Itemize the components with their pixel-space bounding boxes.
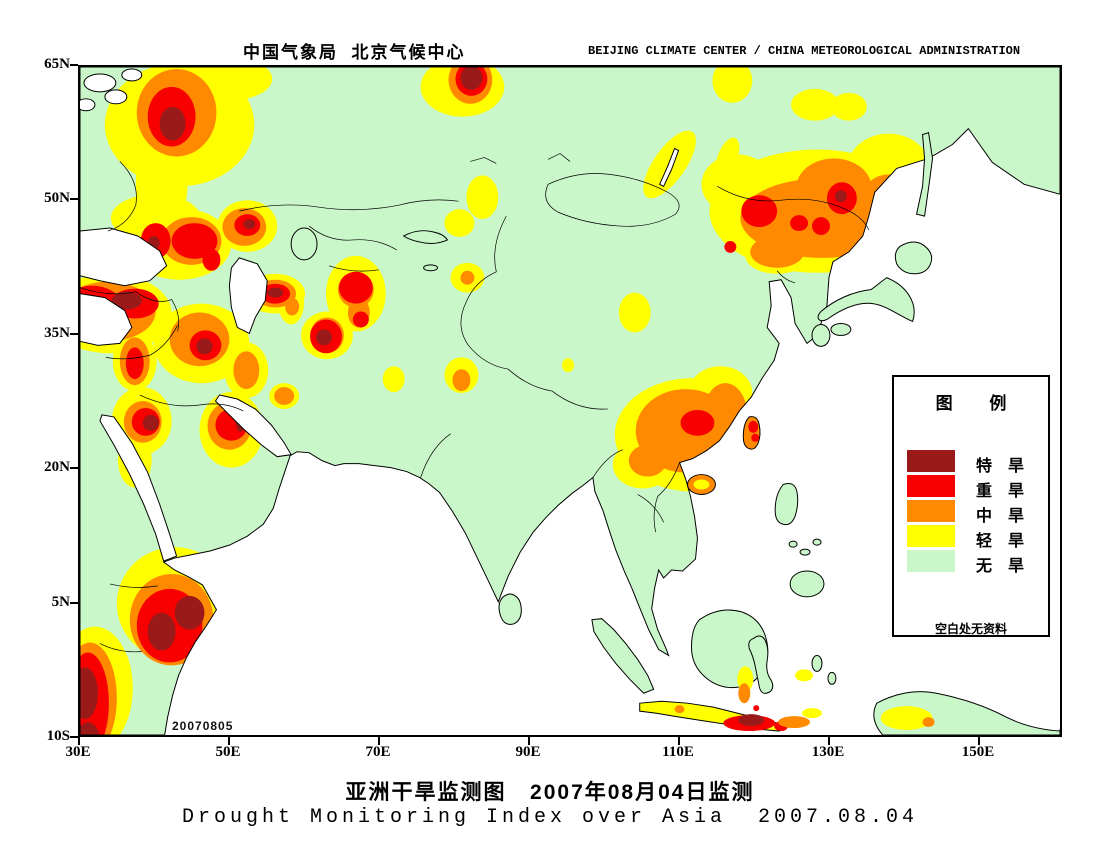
- header-title-english: BEIJING CLIMATE CENTER / CHINA METEOROLO…: [588, 44, 1021, 58]
- axis-tick: [70, 64, 78, 66]
- axis-tick: [678, 737, 680, 745]
- country-borders: [80, 153, 870, 653]
- light-drought-swatch: [907, 525, 955, 547]
- legend-label: 中旱: [976, 508, 1041, 525]
- lat-label-20n: 20N: [44, 459, 70, 475]
- legend-note: 空白处无资料: [934, 622, 1007, 636]
- footer-title-chinese: 亚洲干旱监测图 2007年08月04日监测: [345, 781, 755, 804]
- map-frame: [78, 65, 1062, 737]
- legend-box: 图 例 特旱 重旱 中旱 轻旱 无旱 空白处无资料: [892, 375, 1050, 637]
- axis-tick: [70, 333, 78, 335]
- axis-tick: [70, 736, 78, 738]
- legend-label: 重旱: [976, 483, 1041, 500]
- legend-label: 特旱: [976, 458, 1041, 475]
- axis-tick: [378, 737, 380, 745]
- drought-contours-islands: [674, 420, 935, 732]
- axis-tick: [70, 602, 78, 604]
- no-drought-swatch: [907, 550, 955, 572]
- axis-tick: [828, 737, 830, 745]
- lon-label-110e: 110E: [662, 744, 694, 760]
- axis-tick: [70, 198, 78, 200]
- lakes-outlined: [290, 227, 449, 272]
- lat-label-5n: 5N: [51, 594, 70, 610]
- legend-title: 图 例: [935, 394, 1023, 413]
- moderate-drought-swatch: [907, 500, 955, 522]
- lon-label-90e: 90E: [515, 744, 541, 760]
- extreme-drought-swatch: [907, 450, 955, 472]
- severe-drought-swatch: [907, 475, 955, 497]
- legend-label: 无旱: [976, 558, 1041, 575]
- lon-label-50e: 50E: [215, 744, 241, 760]
- lon-label-30e: 30E: [65, 744, 91, 760]
- lat-label-35n: 35N: [44, 325, 70, 341]
- inland-seas: [80, 68, 680, 562]
- axis-tick: [528, 737, 530, 745]
- lon-label-70e: 70E: [365, 744, 391, 760]
- header-title-chinese: 中国气象局 北京气候中心: [243, 43, 466, 62]
- drought-map: [80, 67, 1060, 735]
- map-date-stamp: 20070805: [172, 719, 234, 733]
- lat-label-50n: 50N: [44, 190, 70, 206]
- axis-tick: [70, 467, 78, 469]
- axis-tick: [228, 737, 230, 745]
- legend-label: 轻旱: [976, 533, 1041, 550]
- ocean: [80, 67, 1060, 735]
- axis-tick: [978, 737, 980, 745]
- footer-title-english: Drought Monitoring Index over Asia 2007.…: [181, 806, 919, 829]
- islands: [498, 131, 1060, 735]
- lat-label-10s: 10S: [46, 728, 70, 744]
- axis-tick: [78, 737, 80, 745]
- lon-label-150e: 150E: [961, 744, 995, 760]
- lon-label-130e: 130E: [811, 744, 845, 760]
- lat-label-65n: 65N: [44, 56, 70, 72]
